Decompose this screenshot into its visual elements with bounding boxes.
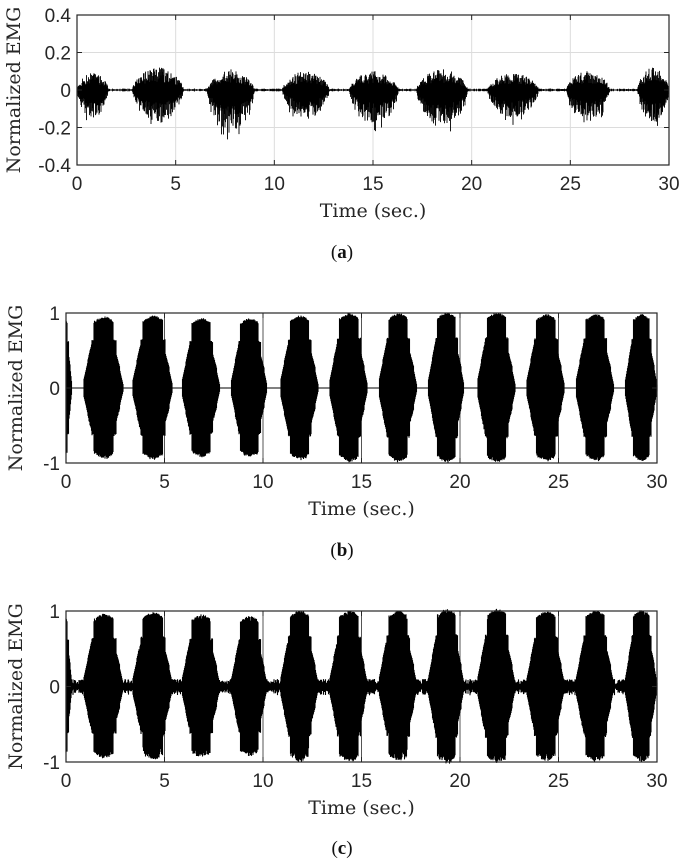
x-tick-label: 20 [449, 771, 470, 792]
y-tick-label: 1 [49, 304, 60, 325]
x-tick-labels: 0 5 10 15 20 25 30 [61, 771, 668, 792]
tick-marks [76, 14, 670, 166]
y-tick-label: 0 [49, 678, 60, 699]
x-tick-label: 20 [449, 472, 470, 493]
y-axis-label: Normalized EMG [5, 603, 27, 770]
panel-b: 0 5 10 15 20 25 30 1 0 -1 Time (sec.) Normalized EM… [5, 304, 668, 561]
plot-area-c [65, 608, 658, 764]
chart-a: 0 5 10 15 20 25 30 0.4 0.2 0 -0.2 -0.4 Time (sec.) No… [3, 6, 680, 222]
y-tick-label: 0.2 [45, 44, 71, 65]
x-tick-label: 30 [658, 174, 679, 195]
x-axis-label: Time (sec.) [320, 200, 427, 222]
x-tick-labels: 0 5 10 15 20 25 30 [72, 174, 680, 195]
emg-signal-b [65, 312, 658, 463]
y-tick-label: -0.2 [38, 119, 71, 140]
tick-marks [65, 312, 658, 464]
y-axis-label: Normalized EMG [3, 7, 25, 174]
x-tick-label: 0 [61, 771, 72, 792]
plot-area-b [65, 312, 658, 464]
y-tick-label: -1 [43, 454, 60, 475]
y-axis-label: Normalized EMG [5, 305, 27, 472]
y-tick-label: 0.4 [45, 6, 72, 27]
y-tick-label: 0 [49, 379, 60, 400]
y-tick-labels: 0.4 0.2 0 -0.2 -0.4 [38, 6, 71, 177]
y-tick-label: 1 [49, 602, 60, 623]
y-tick-label: -1 [43, 753, 60, 774]
x-tick-label: 10 [252, 472, 273, 493]
y-tick-labels: 1 0 -1 [43, 602, 60, 774]
emg-signal-c [65, 608, 658, 764]
x-tick-label: 25 [560, 174, 581, 195]
x-tick-labels: 0 5 10 15 20 25 30 [61, 472, 668, 493]
y-tick-labels: 1 0 -1 [43, 304, 60, 475]
y-tick-label: 0 [60, 81, 71, 102]
y-tick-label: -0.4 [38, 156, 71, 177]
x-tick-label: 25 [548, 472, 569, 493]
x-tick-label: 15 [351, 472, 372, 493]
x-tick-label: 15 [362, 174, 383, 195]
panel-a: 0 5 10 15 20 25 30 0.4 0.2 0 -0.2 -0.4 Time (sec.) No… [0, 0, 684, 270]
x-tick-label: 10 [252, 771, 273, 792]
caption-c: (c) [331, 838, 353, 859]
x-tick-label: 30 [646, 771, 667, 792]
x-tick-label: 20 [461, 174, 482, 195]
x-tick-label: 0 [61, 472, 72, 493]
tick-marks [65, 610, 658, 763]
x-tick-label: 30 [646, 472, 667, 493]
x-tick-label: 0 [72, 174, 83, 195]
x-tick-label: 5 [159, 771, 170, 792]
x-axis-label: Time (sec.) [308, 797, 415, 819]
x-axis-label: Time (sec.) [308, 498, 415, 520]
x-tick-label: 15 [351, 771, 372, 792]
emg-signal-a [76, 67, 670, 140]
caption-a: (a) [330, 242, 354, 263]
x-tick-label: 25 [548, 771, 569, 792]
x-tick-label: 10 [264, 174, 285, 195]
caption-b: (b) [330, 540, 354, 561]
x-tick-label: 5 [170, 174, 181, 195]
x-tick-label: 5 [159, 472, 170, 493]
plot-area-a [76, 14, 670, 166]
